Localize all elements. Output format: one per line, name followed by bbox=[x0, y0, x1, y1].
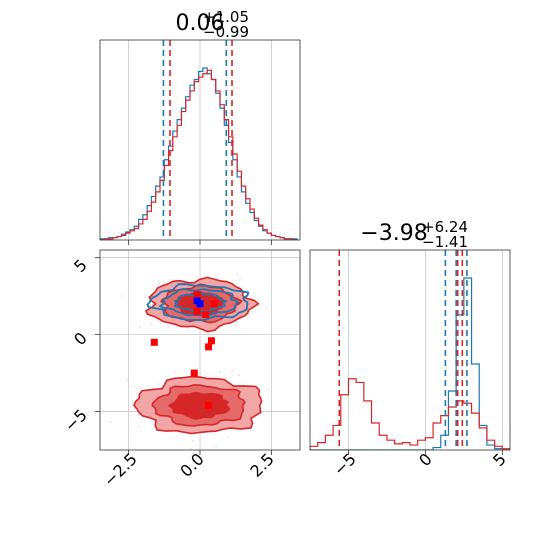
x-tick-label-neg25: −2.5 bbox=[100, 449, 141, 490]
joint-bg-sample-1-87 bbox=[227, 436, 229, 438]
joint-bg-sample-0-57 bbox=[188, 328, 190, 330]
marginal-param1-hist-series-1 bbox=[100, 69, 298, 240]
joint-bg-sample-1-14 bbox=[238, 374, 241, 377]
title-param1-sup: +1.05 bbox=[203, 8, 249, 26]
y-tick-label-5: 5 bbox=[70, 255, 91, 276]
x2-tick-label-5: 5 bbox=[489, 449, 510, 470]
joint-panel bbox=[95, 249, 301, 455]
joint-bg-sample-1-96 bbox=[215, 446, 217, 448]
title-param2-sub: −1.41 bbox=[422, 233, 468, 251]
joint-red-marker-5 bbox=[207, 337, 215, 345]
joint-bg-sample-1-22 bbox=[219, 371, 222, 373]
joint-bg-sample-1-89 bbox=[138, 425, 141, 428]
title-param2-sup: +6.24 bbox=[422, 218, 468, 236]
joint-red-marker-0 bbox=[193, 291, 201, 299]
joint-bg-sample-0-9 bbox=[239, 277, 241, 279]
joint-bg-sample-1-55 bbox=[146, 385, 149, 388]
marginal-param1-plot bbox=[100, 40, 298, 240]
joint-bg-sample-0-102 bbox=[236, 273, 239, 276]
joint-red-marker-6 bbox=[205, 343, 213, 351]
joint-blue-contour-level2 bbox=[173, 292, 228, 313]
joint-bg-sample-0-36 bbox=[163, 281, 165, 283]
joint-bg-sample-1-81 bbox=[231, 370, 233, 372]
joint-bg-sample-0-14 bbox=[120, 295, 123, 297]
joint-bg-sample-0-110 bbox=[265, 307, 267, 310]
y-tick-label-neg5: −5 bbox=[61, 405, 91, 435]
title-param1-sub: −0.99 bbox=[203, 23, 249, 41]
joint-bg-sample-0-46 bbox=[139, 326, 141, 328]
joint-bg-sample-0-44 bbox=[205, 331, 207, 334]
joint-plot bbox=[109, 273, 269, 450]
joint-bg-sample-1-45 bbox=[135, 386, 137, 388]
marginal-param2-plot bbox=[310, 250, 510, 450]
x-tick-label-0: 0.0 bbox=[176, 449, 207, 480]
marginal-param2-hist-series-1 bbox=[310, 378, 510, 450]
title-param1-main: 0.06 bbox=[176, 11, 225, 36]
title-param1: 0.06 bbox=[176, 11, 225, 36]
x-tick-label-25: 2.5 bbox=[246, 449, 277, 480]
joint-blue-contour-level1 bbox=[158, 288, 240, 318]
marginal-param2-hist-series-0 bbox=[310, 277, 510, 450]
joint-bg-sample-0-33 bbox=[157, 280, 160, 282]
marginal-param2-background bbox=[310, 250, 510, 450]
joint-bg-sample-0-99 bbox=[248, 313, 250, 316]
joint-bg-sample-1-92 bbox=[267, 389, 269, 391]
title-param2-main: −3.98 bbox=[360, 221, 427, 246]
marginal-param1-frame bbox=[99, 39, 301, 241]
joint-bg-sample-0-16 bbox=[157, 320, 159, 322]
joint-red-marker-8 bbox=[205, 401, 213, 409]
joint-bg-sample-0-6 bbox=[218, 327, 221, 330]
joint-bg-sample-0-60 bbox=[236, 321, 238, 323]
x2-tick-label-neg5: −5 bbox=[330, 449, 360, 479]
joint-bg-sample-0-41 bbox=[158, 282, 160, 284]
marginal-param2-panel bbox=[309, 249, 511, 455]
joint-bg-sample-0-15 bbox=[167, 326, 170, 328]
joint-bg-sample-0-66 bbox=[173, 324, 175, 327]
title-param2: −3.98 bbox=[360, 221, 427, 246]
joint-red-marker-7 bbox=[190, 369, 198, 377]
joint-red-marker-1 bbox=[210, 300, 218, 308]
joint-bg-sample-1-37 bbox=[212, 433, 215, 436]
joint-bg-sample-1-75 bbox=[157, 383, 160, 385]
joint-frame bbox=[99, 249, 301, 451]
joint-blue-marker-1 bbox=[196, 300, 204, 308]
marginal-param1-panel bbox=[99, 39, 301, 245]
joint-bg-sample-1-21 bbox=[192, 439, 194, 442]
joint-bg-sample-1-18 bbox=[190, 447, 192, 450]
y-tick-label-0: 0 bbox=[70, 328, 91, 349]
joint-bg-sample-0-105 bbox=[150, 323, 153, 326]
joint-bg-sample-1-2 bbox=[172, 437, 174, 440]
marginal-param2-frame bbox=[309, 249, 511, 451]
joint-red-contour-mode1-level2 bbox=[167, 391, 231, 420]
joint-red-marker-3 bbox=[202, 311, 210, 319]
joint-bg-sample-1-6 bbox=[109, 421, 112, 424]
joint-red-marker-2 bbox=[193, 308, 201, 316]
joint-blue-contour-level0 bbox=[146, 283, 250, 322]
joint-bg-sample-1-13 bbox=[126, 379, 129, 382]
joint-red-marker-4 bbox=[150, 338, 158, 346]
joint-bg-sample-1-73 bbox=[174, 371, 177, 374]
